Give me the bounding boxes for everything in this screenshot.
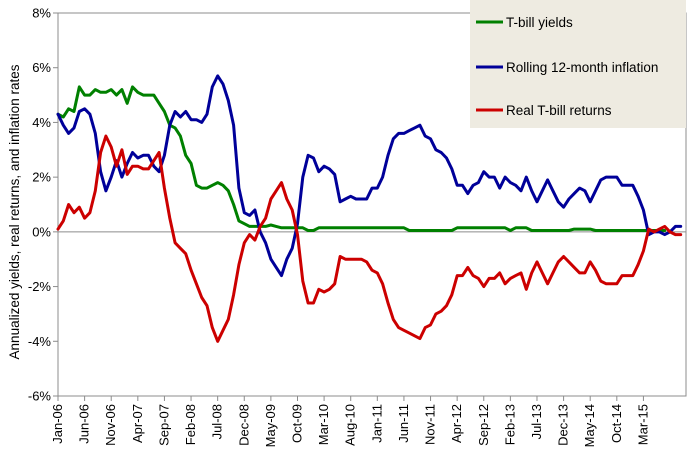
series-line-t-bill-yields bbox=[56, 85, 667, 232]
legend: T-bill yields Rolling 12-month inflation R… bbox=[470, 0, 686, 128]
x-tick-label: Oct-09 bbox=[289, 404, 304, 443]
x-tick-label: Jan-11 bbox=[369, 404, 384, 443]
x-tick-label: Oct-14 bbox=[609, 404, 624, 443]
axes bbox=[53, 12, 687, 401]
y-tick-label: 2% bbox=[32, 170, 51, 185]
y-tick-label: 0% bbox=[32, 224, 51, 239]
x-tick-labels: Jan-06 Jun-06 Nov-06 Apr-07 Sep-07 Feb-08 Jul-… bbox=[50, 404, 650, 447]
y-tick-label: -4% bbox=[28, 334, 52, 349]
x-tick-label: May-09 bbox=[263, 404, 278, 447]
y-tick-labels: -6% -4% -2% 0% 2% 4% 6% 8% bbox=[28, 6, 52, 404]
x-tick-label: May-14 bbox=[582, 404, 597, 447]
legend-label-rolling-12-month-inflation: Rolling 12-month inflation bbox=[506, 60, 658, 75]
legend-label-t-bill-yields: T-bill yields bbox=[506, 15, 573, 30]
x-tick-label: Dec-13 bbox=[556, 404, 571, 446]
x-tick-label: Sep-07 bbox=[156, 404, 171, 446]
y-tick-label: -2% bbox=[28, 279, 52, 294]
x-tick-label: Jul-08 bbox=[210, 404, 225, 439]
series-lines bbox=[56, 74, 683, 343]
y-axis-title: Annualized yields, real returns, and inf… bbox=[7, 64, 22, 359]
y-tick-label: 6% bbox=[32, 60, 51, 75]
x-tick-label: Mar-10 bbox=[316, 404, 331, 445]
y-tick-label: 8% bbox=[32, 6, 51, 21]
x-tick-label: Nov-11 bbox=[423, 404, 438, 445]
x-tick-label: Aug-10 bbox=[343, 404, 358, 446]
x-tick-label: Feb-13 bbox=[502, 404, 517, 445]
y-tick-label: 4% bbox=[32, 115, 51, 130]
x-tick-label: Jun-06 bbox=[77, 404, 92, 444]
x-tick-label: Mar-15 bbox=[635, 404, 650, 445]
x-tick-label: Sep-12 bbox=[476, 404, 491, 446]
x-tick-label: Jan-06 bbox=[50, 404, 65, 444]
x-tick-label: Dec-08 bbox=[236, 404, 251, 446]
x-tick-label: Jun-11 bbox=[396, 404, 411, 443]
x-tick-label: Feb-08 bbox=[183, 404, 198, 445]
legend-label-real-t-bill-returns: Real T-bill returns bbox=[506, 103, 612, 118]
x-tick-label: Nov-06 bbox=[103, 404, 118, 446]
y-tick-label: -6% bbox=[28, 389, 52, 404]
series-line-real-t-bill-returns bbox=[56, 134, 683, 343]
x-tick-label: Apr-07 bbox=[130, 404, 145, 443]
x-tick-label: Apr-12 bbox=[449, 404, 464, 443]
legend-box bbox=[470, 0, 686, 128]
plot-border bbox=[57, 12, 687, 397]
x-tick-label: Jul-13 bbox=[529, 404, 544, 439]
